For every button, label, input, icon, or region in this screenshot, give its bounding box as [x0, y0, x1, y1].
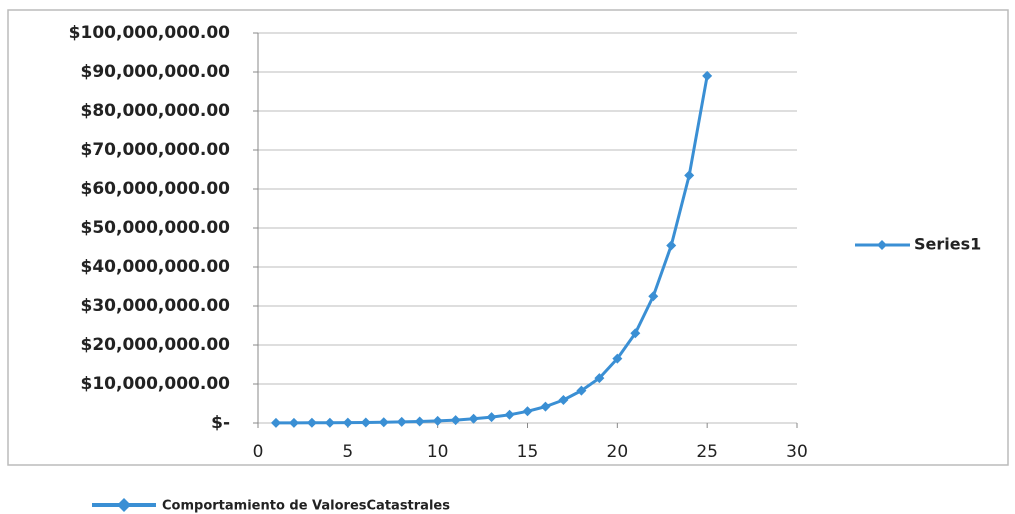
y-tick-label: $90,000,000.00	[81, 62, 231, 82]
marker	[414, 416, 425, 427]
y-tick-label: $50,000,000.00	[81, 218, 231, 238]
y-tick-label: $-	[211, 413, 230, 433]
x-tick-label: 0	[253, 442, 264, 462]
x-tick-label: 5	[342, 442, 353, 462]
marker	[594, 373, 605, 384]
x-tick-label: 25	[696, 442, 718, 462]
marker	[558, 394, 569, 405]
y-tick-label: $10,000,000.00	[81, 374, 231, 394]
marker	[576, 385, 587, 396]
marker	[306, 417, 317, 428]
marker	[450, 415, 461, 426]
caption-marker	[117, 498, 131, 512]
marker	[612, 353, 623, 364]
y-tick-label: $60,000,000.00	[81, 179, 231, 199]
marker	[648, 291, 659, 302]
marker	[468, 413, 479, 424]
marker	[378, 417, 389, 428]
marker	[486, 412, 497, 423]
legend-label: Series1	[914, 235, 981, 254]
marker	[432, 415, 443, 426]
marker	[684, 170, 695, 181]
marker	[702, 70, 713, 81]
y-tick-label: $20,000,000.00	[81, 335, 231, 355]
y-tick-label: $70,000,000.00	[81, 140, 231, 160]
x-tick-label: 10	[427, 442, 449, 462]
marker	[630, 328, 641, 339]
marker	[288, 417, 299, 428]
y-tick-label: $30,000,000.00	[81, 296, 231, 316]
x-tick-label: 15	[517, 442, 539, 462]
marker	[360, 417, 371, 428]
legend-marker	[877, 240, 887, 250]
marker	[324, 417, 335, 428]
y-tick-label: $40,000,000.00	[81, 257, 231, 277]
caption: Comportamiento de ValoresCatastrales	[162, 499, 450, 514]
y-tick-label: $80,000,000.00	[81, 101, 231, 121]
marker	[522, 406, 533, 417]
marker	[666, 240, 677, 251]
chart-frame	[7, 9, 1009, 466]
marker	[342, 417, 353, 428]
x-tick-label: 20	[607, 442, 629, 462]
marker	[270, 417, 281, 428]
marker	[396, 416, 407, 427]
x-tick-label: 30	[786, 442, 808, 462]
marker	[504, 409, 515, 420]
marker	[540, 401, 551, 412]
y-tick-label: $100,000,000.00	[69, 23, 230, 43]
